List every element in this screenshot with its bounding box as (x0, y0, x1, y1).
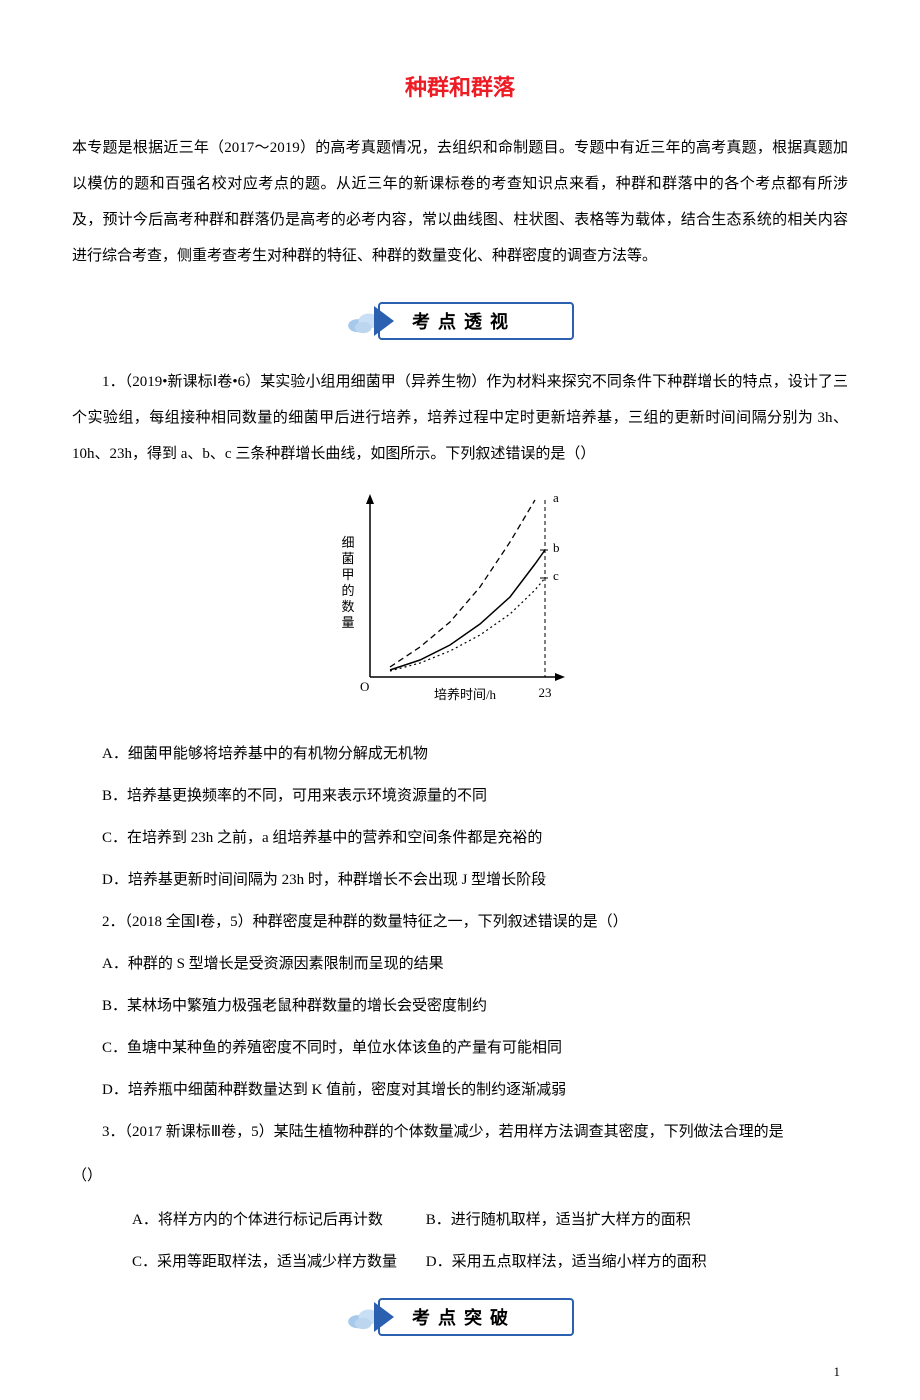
q1-optD: D．培养基更新时间间隔为 23h 时，种群增长不会出现 J 型增长阶段 (72, 862, 848, 898)
q3-row1: A．将样方内的个体进行标记后再计数 B．进行随机取样，适当扩大样方的面积 (72, 1202, 848, 1238)
page-title: 种群和群落 (72, 70, 848, 102)
q2-optA: A．种群的 S 型增长是受资源因素限制而呈现的结果 (72, 946, 848, 982)
page-number: 1 (834, 1364, 841, 1380)
q2-optC: C．鱼塘中某种鱼的养殖密度不同时，单位水体该鱼的产量有可能相同 (72, 1030, 848, 1066)
q1-optA: A．细菌甲能够将培养基中的有机物分解成无机物 (72, 736, 848, 772)
q3-optC: C．采用等距取样法，适当减少样方数量 (102, 1244, 422, 1280)
banner-triangle (374, 306, 394, 336)
banner-label-1: 考点透视 (378, 302, 574, 340)
q3-optA: A．将样方内的个体进行标记后再计数 (102, 1202, 422, 1238)
svg-text:量: 量 (341, 615, 354, 630)
q3-optD: D．采用五点取样法，适当缩小样方的面积 (426, 1254, 707, 1270)
intro-paragraph: 本专题是根据近三年（2017～2019）的高考真题情况，去组织和命制题目。专题中… (72, 130, 848, 274)
banner-kaodian-tupo: 考点突破 (72, 1298, 848, 1336)
q2-optD: D．培养瓶中细菌种群数量达到 K 值前，密度对其增长的制约逐渐减弱 (72, 1072, 848, 1108)
svg-text:23: 23 (539, 685, 552, 700)
banner-kaodian-toushi: 考点透视 (72, 302, 848, 340)
svg-text:菌: 菌 (341, 551, 354, 566)
q3-stem2: （） (72, 1158, 848, 1194)
svg-text:甲: 甲 (341, 567, 354, 582)
svg-text:a: a (553, 492, 559, 505)
q3-optB: B．进行随机取样，适当扩大样方的面积 (426, 1212, 691, 1228)
growth-chart: 细菌甲的数量培养时间/h 23 Oa bc (72, 492, 848, 712)
q2-optB: B．某林场中繁殖力极强老鼠种群数量的增长会受密度制约 (72, 988, 848, 1024)
svg-text:细: 细 (341, 535, 354, 550)
banner-triangle (374, 1302, 394, 1332)
svg-text:的: 的 (341, 583, 354, 598)
svg-text:b: b (553, 540, 560, 555)
q1-optC: C．在培养到 23h 之前，a 组培养基中的营养和空间条件都是充裕的 (72, 820, 848, 856)
q1-stem: 1．（2019•新课标Ⅰ卷•6）某实验小组用细菌甲（异养生物）作为材料来探究不同… (72, 364, 848, 472)
svg-text:O: O (360, 679, 369, 694)
q3-row2: C．采用等距取样法，适当减少样方数量 D．采用五点取样法，适当缩小样方的面积 (72, 1244, 848, 1280)
svg-text:c: c (553, 568, 559, 583)
q3-stem: 3．（2017 新课标Ⅲ卷，5）某陆生植物种群的个体数量减少，若用样方法调查其密… (72, 1114, 848, 1150)
q1-optB: B．培养基更换频率的不同，可用来表示环境资源量的不同 (72, 778, 848, 814)
banner-label-2: 考点突破 (378, 1298, 574, 1336)
svg-text:数: 数 (341, 599, 354, 614)
q2-stem: 2．（2018 全国Ⅰ卷，5）种群密度是种群的数量特征之一，下列叙述错误的是（） (72, 904, 848, 940)
svg-text:培养时间/h: 培养时间/h (434, 687, 497, 702)
